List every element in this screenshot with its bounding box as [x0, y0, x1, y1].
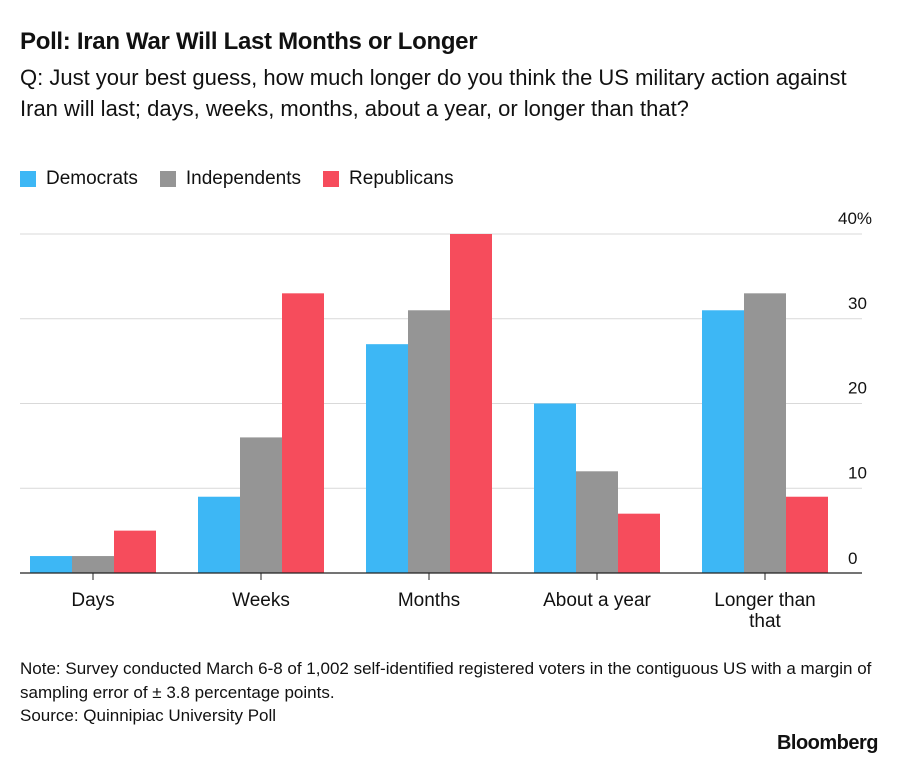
legend-item-democrats: Democrats [20, 168, 138, 190]
bar-democrats [702, 310, 744, 573]
brand-logo: Bloomberg [776, 732, 879, 754]
legend-item-republicans: Republicans [323, 168, 454, 190]
bars [30, 234, 828, 573]
bar-chart: 0 10 20 30 40% Days Weeks Months About a year Lo… [20, 209, 872, 632]
y-tick-label: 20 [848, 379, 867, 398]
chart-title: Poll: Iran War Will Last Months or Longe… [20, 28, 478, 55]
x-tick-label: Days [71, 590, 114, 611]
bar-republicans [282, 293, 324, 573]
chart-source: Source: Quinnipiac University Poll [20, 706, 277, 725]
bar-democrats [30, 556, 72, 573]
bar-republicans [618, 513, 660, 573]
x-tick-label: Longer than that [714, 590, 815, 632]
bar-independents [576, 471, 618, 573]
legend-label-democrats: Democrats [46, 168, 138, 189]
legend-swatch-democrats [20, 171, 36, 187]
bar-republicans [114, 530, 156, 573]
legend-item-independents: Independents [159, 168, 302, 190]
chart-subtitle: Q: Just your best guess, how much longer… [20, 65, 847, 121]
bar-democrats [534, 403, 576, 573]
y-tick-label: 30 [848, 294, 867, 313]
y-tick-label: 10 [848, 463, 867, 482]
bar-independents [744, 293, 786, 573]
bar-republicans [450, 234, 492, 573]
x-tick-label: About a year [543, 590, 651, 611]
x-tick-label: Weeks [232, 590, 290, 611]
legend-label-independents: Independents [185, 168, 302, 189]
bar-democrats [198, 496, 240, 573]
bar-independents [72, 556, 114, 573]
legend-swatch-republicans [323, 171, 340, 187]
bar-independents [408, 310, 450, 573]
x-axis: Days Weeks Months About a year Longer than th… [20, 572, 862, 632]
bar-independents [240, 437, 282, 573]
legend-swatch-independents [159, 171, 176, 187]
legend: Democrats Independents Republicans [20, 168, 454, 190]
y-tick-label: 0 [848, 549, 857, 568]
chart-note: Note: Survey conducted March 6-8 of 1,00… [20, 659, 872, 702]
y-tick-label: 40% [838, 209, 872, 228]
y-axis-ticks: 0 10 20 30 40% [838, 209, 872, 568]
bar-democrats [366, 344, 408, 573]
x-tick-label: Months [398, 590, 460, 611]
legend-label-republicans: Republicans [349, 168, 454, 189]
bar-republicans [786, 496, 828, 573]
